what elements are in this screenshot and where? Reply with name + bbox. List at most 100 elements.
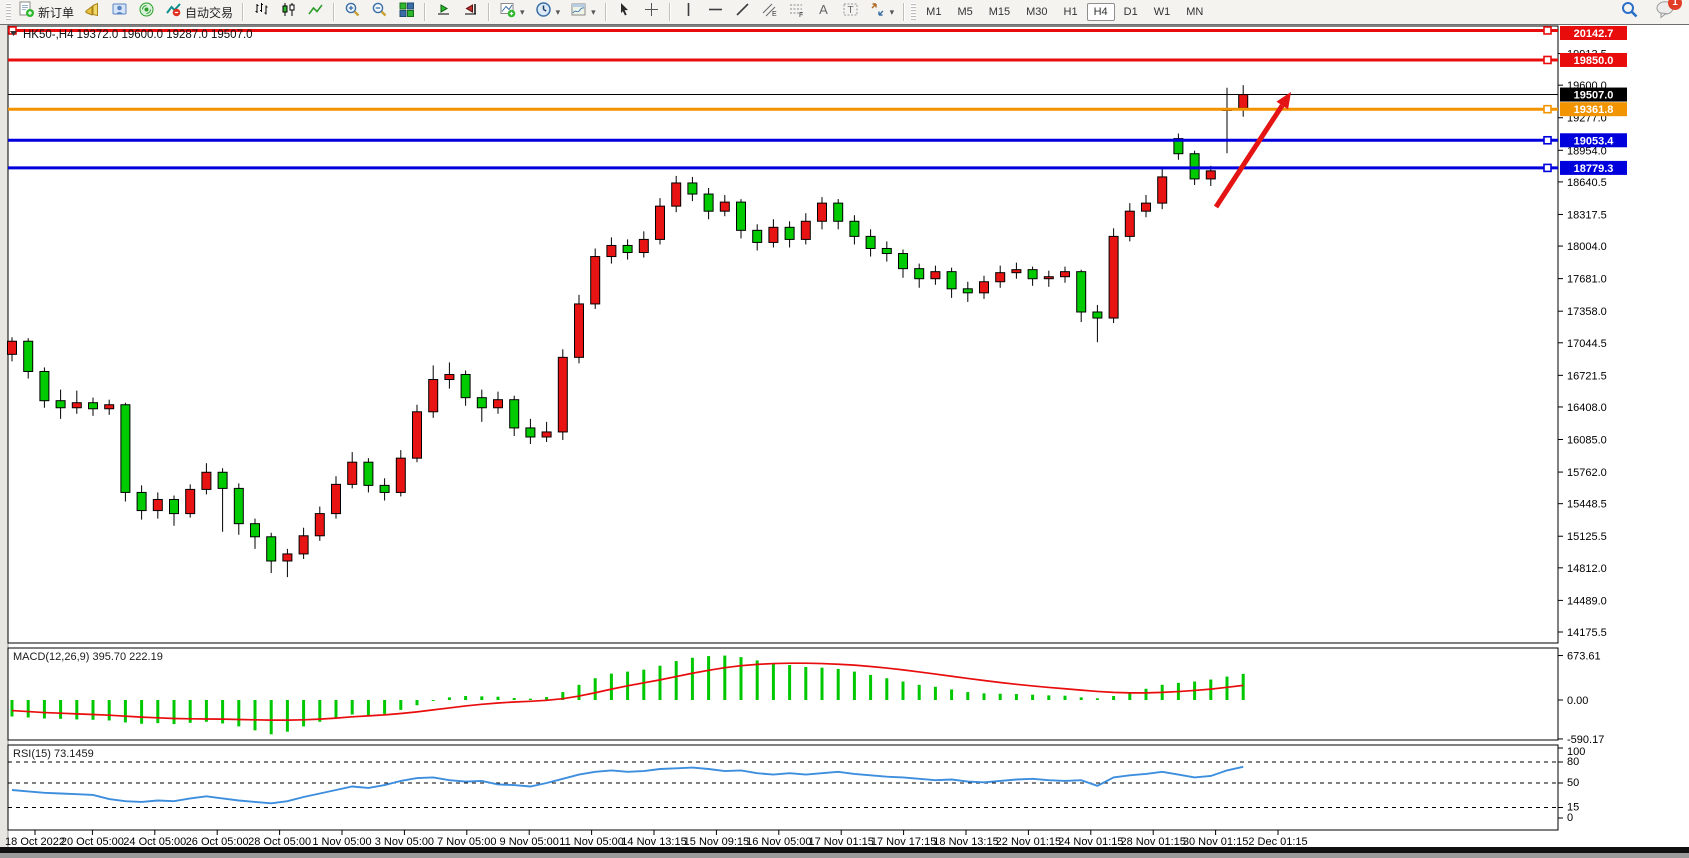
vertical-line-button[interactable] [676,0,701,24]
candle [930,265,941,285]
candle-body [557,356,568,433]
periods-button[interactable]: ▾ [531,0,565,24]
zoom-in-button[interactable] [340,0,365,24]
new-order-icon [18,1,35,23]
candle [298,527,309,559]
timeframe-M15[interactable]: M15 [988,6,1011,18]
timeframe-H4[interactable]: H4 [1086,3,1115,21]
candle [104,399,115,415]
candle-body [995,272,1006,283]
autotrade-button-label: 自动交易 [185,5,234,20]
candle [833,199,844,230]
candle-body [1205,170,1216,180]
line-chart-button[interactable] [303,0,328,24]
candle [914,263,925,288]
indicators-button[interactable]: ▾ [495,0,529,24]
candle [217,468,228,532]
toolbar-separator [242,3,245,21]
candle-body [525,427,536,438]
candle-body [1173,138,1184,155]
price-tick-label: 15125.5 [1567,531,1607,543]
trend-arrow[interactable] [1213,92,1291,209]
candle [282,548,293,578]
resistance-line-2[interactable] [8,55,1558,65]
candle [71,390,82,414]
templates-button[interactable]: ▾ [566,0,600,24]
candle [979,275,989,299]
candle-body [1011,269,1022,274]
time-tick-label: 14 Nov 13:15 [621,836,686,848]
timeframe-H1[interactable]: H1 [1063,6,1078,18]
chevron-down-icon[interactable]: ▾ [555,6,561,17]
text-button[interactable]: A [811,0,836,24]
svg-text:18779.3: 18779.3 [1574,163,1614,175]
support-line-1[interactable] [8,135,1558,145]
toolbar-grip [911,3,917,21]
candle-body [752,229,763,243]
candle-body [282,553,293,562]
horizontal-line-button[interactable] [703,0,728,24]
candle-body [606,244,617,258]
rsi-line [11,765,1244,805]
candle [817,197,827,230]
timeframe-M30[interactable]: M30 [1026,6,1048,18]
time-tick-label: 11 Nov 05:00 [559,836,624,848]
time-tick-label: 26 Oct 05:00 [186,836,249,848]
candle-body [930,271,941,280]
chat-button[interactable]: 1 [1651,0,1682,24]
trendline-button[interactable] [730,0,755,24]
candle [525,418,536,445]
candle [493,391,503,414]
notification-badge: 1 [1668,0,1682,10]
equidistant-channel-button[interactable]: E [757,0,782,24]
candle-body [169,498,179,515]
search-button[interactable] [1616,0,1643,24]
svg-text:19850.0: 19850.0 [1574,55,1614,67]
svg-text:T: T [847,5,853,16]
sound-alert-button[interactable] [80,0,105,24]
cursor-button[interactable] [612,0,637,24]
candle-body [7,340,17,355]
candle-body [1189,153,1200,180]
timeframe-W1[interactable]: W1 [1153,6,1171,18]
horizontal-lines[interactable] [8,26,1558,173]
tile-windows-button[interactable] [394,0,419,24]
timeframe-M1[interactable]: M1 [926,6,942,18]
crosshair-button[interactable] [639,0,664,24]
fibonacci-button[interactable]: F [784,0,809,24]
text-label-button[interactable]: T [838,0,863,24]
line-chart-icon [307,1,324,23]
chevron-down-icon[interactable]: ▾ [520,6,525,17]
signals-button[interactable] [134,0,159,24]
autoscroll-button[interactable] [431,0,456,24]
accounts-button[interactable] [107,0,132,24]
candle [1060,266,1070,283]
candle-body [395,457,406,493]
candle [250,518,260,549]
timeframe-MN[interactable]: MN [1186,6,1204,18]
chart-shift-button[interactable] [458,0,483,24]
new-order-button[interactable]: 新订单 [14,0,78,24]
timeframe-M5[interactable]: M5 [957,6,973,18]
candle-body [1108,235,1119,319]
toolbar-separator [668,3,671,21]
resistance-line-1[interactable] [8,26,1558,35]
arrows-button[interactable]: ▾ [865,0,899,24]
chevron-down-icon[interactable]: ▾ [889,6,895,17]
zoom-out-button[interactable] [367,0,392,24]
bar-chart-button[interactable] [249,0,274,24]
candle-body [266,536,277,562]
timeframe-D1[interactable]: D1 [1123,6,1138,18]
pivot-line[interactable] [8,104,1558,114]
candle-chart-button[interactable] [276,0,301,24]
candle-body [1238,94,1249,109]
support-line-2[interactable] [8,163,1558,173]
candle-body [736,201,746,231]
candle [655,198,665,245]
shapes-icon [869,1,886,23]
autotrade-button[interactable]: 自动交易 [161,0,237,24]
chevron-down-icon[interactable]: ▾ [591,6,596,17]
signal-icon [138,1,155,23]
